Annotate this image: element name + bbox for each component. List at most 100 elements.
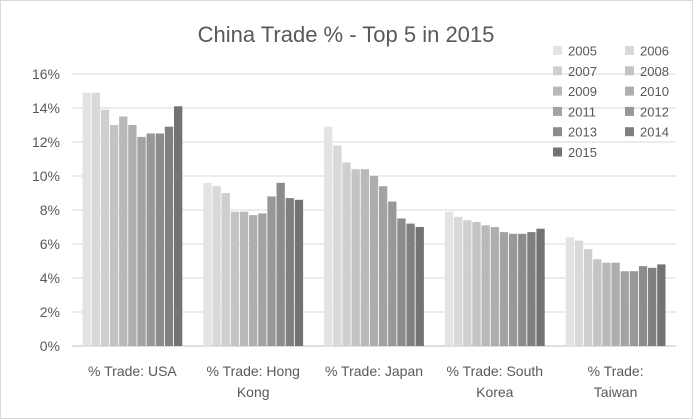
- legend-label: 2006: [640, 44, 669, 59]
- bar: [285, 198, 294, 346]
- legend-swatch: [553, 86, 562, 96]
- legend-item: 2012: [625, 104, 669, 119]
- legend-label: 2011: [568, 104, 596, 119]
- chart-title: China Trade % - Top 5 in 2015: [198, 22, 495, 47]
- legend-item: 2010: [625, 84, 669, 99]
- bar: [415, 227, 424, 346]
- bar: [472, 221, 481, 346]
- x-category-label: % Trade: USA: [88, 363, 177, 379]
- legend-label: 2005: [568, 44, 597, 59]
- bar: [369, 176, 379, 346]
- legend: 2005 2006 2007 2008 2009 2010 2011 2012 2013 2014…: [553, 44, 669, 160]
- legend-item: 2014: [625, 125, 669, 140]
- bar: [481, 225, 490, 346]
- bar: [584, 249, 593, 346]
- bar: [230, 211, 240, 346]
- legend-swatch: [625, 127, 634, 137]
- bar: [463, 220, 472, 346]
- legend-item: 2015: [553, 145, 597, 160]
- bar: [536, 228, 545, 346]
- bar: [128, 125, 137, 346]
- bar: [406, 223, 415, 346]
- x-category-label: % Trade: Japan: [325, 363, 423, 379]
- bar: [155, 133, 164, 346]
- legend-item: 2009: [553, 84, 597, 99]
- bar: [276, 182, 285, 346]
- bar: [342, 162, 351, 346]
- y-axis-ticks: 0% 2% 4% 6% 8% 10% 12% 14% 16%: [32, 66, 60, 354]
- x-category-label: % Trade: Hong Kong: [207, 363, 300, 400]
- bar: [648, 267, 657, 346]
- legend-label: 2015: [568, 145, 597, 160]
- bars: [82, 92, 666, 346]
- bar: [657, 264, 666, 346]
- bar: [174, 106, 183, 346]
- y-tick-label: 8%: [40, 202, 60, 218]
- legend-swatch: [625, 106, 634, 116]
- legend-label: 2012: [640, 104, 669, 119]
- legend-swatch: [553, 66, 562, 76]
- bar: [203, 182, 212, 346]
- legend-label: 2008: [640, 64, 669, 79]
- legend-label: 2009: [568, 84, 597, 99]
- legend-swatch: [553, 127, 562, 137]
- y-tick-label: 6%: [40, 236, 60, 252]
- bar: [379, 186, 388, 346]
- bar: [602, 262, 611, 346]
- y-tick-label: 4%: [40, 270, 60, 286]
- legend-swatch: [553, 106, 562, 116]
- y-tick-label: 0%: [40, 338, 60, 354]
- legend-item: 2013: [553, 125, 597, 140]
- bar: [258, 213, 267, 346]
- legend-swatch: [553, 147, 562, 157]
- x-category-label: % Trade: South Korea: [447, 363, 544, 400]
- bar: [267, 196, 276, 346]
- y-tick-label: 16%: [32, 66, 60, 82]
- bar: [454, 216, 463, 346]
- y-tick-label: 12%: [32, 134, 60, 150]
- bar: [146, 133, 155, 346]
- bar: [527, 232, 536, 346]
- x-axis-categories: % Trade: USA % Trade: Hong Kong % Trade: Ja…: [88, 363, 644, 400]
- bar: [164, 126, 174, 346]
- bar: [574, 240, 584, 346]
- legend-swatch: [553, 46, 562, 55]
- bar: [137, 136, 146, 346]
- bar: [239, 211, 249, 346]
- legend-swatch: [625, 46, 634, 55]
- bar: [508, 233, 518, 346]
- bar: [249, 215, 258, 346]
- bar: [638, 266, 648, 346]
- bar: [629, 271, 639, 346]
- bar: [221, 193, 230, 346]
- bar: [360, 169, 369, 346]
- legend-swatch: [625, 66, 634, 76]
- legend-item: 2006: [625, 44, 669, 59]
- bar: [444, 211, 454, 346]
- bar: [565, 237, 574, 346]
- bar: [388, 201, 397, 346]
- bar: [294, 199, 304, 346]
- bar: [611, 262, 620, 346]
- bar: [91, 92, 100, 346]
- x-category-label: % Trade: Taiwan: [588, 363, 644, 400]
- legend-item: 2005: [553, 44, 597, 59]
- y-tick-label: 10%: [32, 168, 60, 184]
- legend-item: 2007: [553, 64, 597, 79]
- legend-swatch: [625, 86, 634, 96]
- bar: [593, 259, 602, 346]
- bar: [499, 232, 509, 346]
- bar: [100, 109, 110, 346]
- bar: [333, 145, 342, 346]
- legend-item: 2008: [625, 64, 669, 79]
- bar: [119, 116, 128, 346]
- bar: [212, 186, 221, 346]
- legend-label: 2014: [640, 125, 669, 140]
- bar: [518, 233, 527, 346]
- legend-label: 2010: [640, 84, 669, 99]
- bar: [82, 92, 91, 346]
- legend-label: 2013: [568, 125, 597, 140]
- bar: [109, 125, 119, 346]
- bar: [351, 169, 360, 346]
